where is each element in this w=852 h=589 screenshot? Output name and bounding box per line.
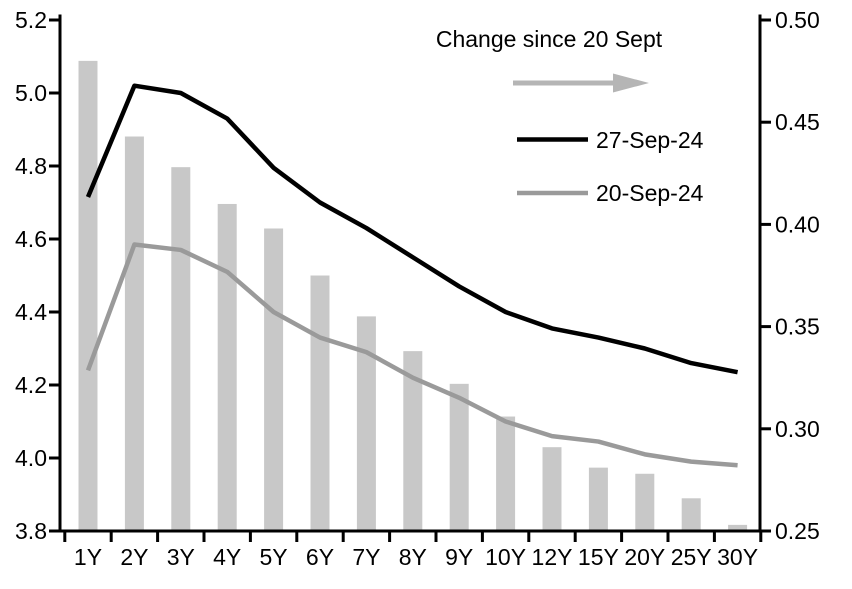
bar-8Y <box>403 351 423 531</box>
legend-title: Change since 20 Sept <box>436 26 663 52</box>
bar-3Y <box>171 167 191 531</box>
left-axis-label: 4.6 <box>15 226 47 252</box>
bar-30Y <box>728 524 748 531</box>
left-axis-label: 4.2 <box>15 372 47 398</box>
right-axis-label: 0.30 <box>775 416 820 442</box>
right-axis-label: 0.40 <box>775 211 820 237</box>
right-axis-label: 0.50 <box>775 7 820 33</box>
left-axis-label: 5.2 <box>15 7 47 33</box>
x-axis-label: 15Y <box>578 544 619 570</box>
right-arrow-head <box>613 73 649 93</box>
bar-20Y <box>635 473 655 531</box>
x-axis-label: 20Y <box>624 544 665 570</box>
x-axis-label: 1Y <box>74 544 102 570</box>
x-axis-label: 10Y <box>485 544 526 570</box>
bar-5Y <box>264 228 284 531</box>
right-axis-label: 0.25 <box>775 518 820 544</box>
line-series-20-Sep-24 <box>85 242 738 468</box>
x-axis-label: 30Y <box>717 544 758 570</box>
lines-layer <box>85 83 739 468</box>
bar-9Y <box>449 383 469 531</box>
x-axis-label: 5Y <box>260 544 288 570</box>
axes-layer <box>49 14 771 542</box>
x-axis-label: 7Y <box>352 544 380 570</box>
legend: Change since 20 Sept 27-Sep-24 20-Sep-24 <box>436 26 704 206</box>
right-axis-label: 0.35 <box>775 314 820 340</box>
x-axis-label: 8Y <box>399 544 427 570</box>
x-axis-label: 4Y <box>213 544 241 570</box>
right-axis-label: 0.45 <box>775 109 820 135</box>
bar-15Y <box>588 467 608 531</box>
legend-label-27sep: 27-Sep-24 <box>596 127 704 153</box>
x-axis-label: 9Y <box>445 544 473 570</box>
x-axis-label: 6Y <box>306 544 334 570</box>
left-axis-label: 4.8 <box>15 153 47 179</box>
bar-12Y <box>542 447 562 531</box>
bar-1Y <box>78 60 98 531</box>
legend-label-20sep: 20-Sep-24 <box>596 180 704 206</box>
bar-6Y <box>310 275 330 531</box>
x-axis-label: 2Y <box>120 544 148 570</box>
bars-layer <box>78 60 748 531</box>
bar-25Y <box>681 498 701 531</box>
x-axis-label: 12Y <box>532 544 573 570</box>
left-axis-label: 5.0 <box>15 80 47 106</box>
left-axis-label: 3.8 <box>15 518 47 544</box>
left-axis-label: 4.4 <box>15 299 47 325</box>
bar-10Y <box>496 416 516 531</box>
left-axis-label: 4.0 <box>15 445 47 471</box>
line-series-27-Sep-24 <box>85 83 739 375</box>
right-arrow-icon <box>513 73 649 93</box>
tick-labels-layer: 5.2 5.0 4.8 4.6 4.4 4.2 4.0 3.8 0.50 0.45 0.40 0.35… <box>15 7 820 570</box>
bar-2Y <box>124 136 144 531</box>
x-axis-label: 3Y <box>167 544 195 570</box>
bar-4Y <box>217 203 237 531</box>
x-axis-label: 25Y <box>671 544 712 570</box>
bar-7Y <box>356 316 376 531</box>
